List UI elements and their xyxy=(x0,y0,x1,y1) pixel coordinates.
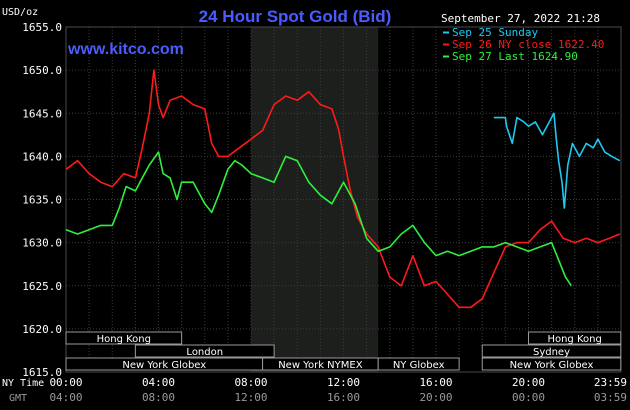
session-label: Sydney xyxy=(533,347,570,358)
legend-entry: Sep 26 NY close 1622.40 xyxy=(443,38,604,51)
series-line-sep-26 xyxy=(65,69,621,309)
market-sessions: Hong Kong London New York Globex New York N… xyxy=(65,331,622,371)
y-tick-label: 1630.0 xyxy=(22,237,62,250)
series-line-sep-25 xyxy=(493,112,621,209)
x-tick-label-ny: 12:00 xyxy=(327,376,360,389)
y-tick-label: 1640.0 xyxy=(22,150,62,163)
session-label: New York Globex xyxy=(122,360,206,371)
x-tick-label-gmt: 20:00 xyxy=(419,391,452,404)
session-label: London xyxy=(186,347,223,358)
x-tick-label-ny: 20:00 xyxy=(512,376,545,389)
session-label: New York Globex xyxy=(510,360,594,371)
timestamp: September 27, 2022 21:28 xyxy=(441,12,600,25)
y-tick-label: 1635.0 xyxy=(22,194,62,207)
session-bar xyxy=(481,357,622,371)
session-london: London xyxy=(134,344,275,358)
session-sydney: Sydney xyxy=(481,344,622,358)
y-tick-label: 1625.0 xyxy=(22,280,62,293)
gmt-row-label: GMT xyxy=(9,393,27,404)
session-new-york-globex: New York Globex xyxy=(481,357,622,371)
x-tick-label-ny: 16:00 xyxy=(419,376,452,389)
session-new-york-globex: New York Globex xyxy=(65,357,264,371)
x-tick-label-ny: 04:00 xyxy=(142,376,175,389)
y-axis-label: USD/oz xyxy=(2,7,38,18)
x-tick-label-ny: 08:00 xyxy=(234,376,267,389)
y-tick-label: 1655.0 xyxy=(22,21,62,34)
legend-entry: Sep 27 Last 1624.90 xyxy=(443,50,578,63)
y-tick-labels: 1615.0 1620.0 1625.0 1630.0 1635.0 1640.0 1645… xyxy=(22,21,62,379)
grid-lines xyxy=(65,26,622,373)
y-tick-label: 1615.0 xyxy=(22,366,62,379)
x-tick-label-gmt: 12:00 xyxy=(234,391,267,404)
session-bar xyxy=(377,357,460,371)
x-tick-label-gmt: 08:00 xyxy=(142,391,175,404)
x-tick-label-ny: 00:00 xyxy=(49,376,82,389)
session-hong-kong: Hong Kong xyxy=(528,331,622,345)
x-tick-label-gmt: 16:00 xyxy=(327,391,360,404)
x-tick-label-gmt: 04:00 xyxy=(49,391,82,404)
series-line-sep-27 xyxy=(65,151,572,287)
y-tick-label: 1620.0 xyxy=(22,323,62,336)
session-label: Hong Kong xyxy=(547,334,601,345)
session-label: NY Globex xyxy=(393,360,445,371)
legend-label: Sep 27 Last 1624.90 xyxy=(452,50,578,63)
session-label: New York NYMEX xyxy=(278,360,363,371)
series-lines xyxy=(65,69,621,309)
x-tick-labels: 00:00 04:00 04:00 08:00 08:00 12:00 12:00 16:00… xyxy=(49,376,627,404)
session-bar xyxy=(65,331,183,345)
session-bar xyxy=(528,331,622,345)
legend-label: Sep 25 Sunday xyxy=(452,26,538,39)
session-bar xyxy=(134,344,275,358)
plot-frame xyxy=(65,26,622,373)
nymex-shaded-region xyxy=(251,27,379,372)
session-new-york-nymex: New York NYMEX xyxy=(262,357,379,371)
y-tick-label: 1645.0 xyxy=(22,107,62,120)
x-tick-label-gmt: 03:59 xyxy=(594,391,627,404)
x-tick-label-ny: 23:59 xyxy=(594,376,627,389)
website-label: www.kitco.com xyxy=(67,41,184,58)
ny-time-row-label: NY Time xyxy=(2,378,44,389)
legend-entry: Sep 25 Sunday xyxy=(443,26,538,39)
session-label: Hong Kong xyxy=(97,334,151,345)
y-tick-label: 1650.0 xyxy=(22,64,62,77)
session-bar xyxy=(481,344,622,358)
chart-title: 24 Hour Spot Gold (Bid) xyxy=(199,7,392,26)
session-ny-globex: NY Globex xyxy=(377,357,460,371)
session-hong-kong: Hong Kong xyxy=(65,331,183,345)
x-tick-label-gmt: 00:00 xyxy=(512,391,545,404)
legend-label: Sep 26 NY close 1622.40 xyxy=(452,38,604,51)
